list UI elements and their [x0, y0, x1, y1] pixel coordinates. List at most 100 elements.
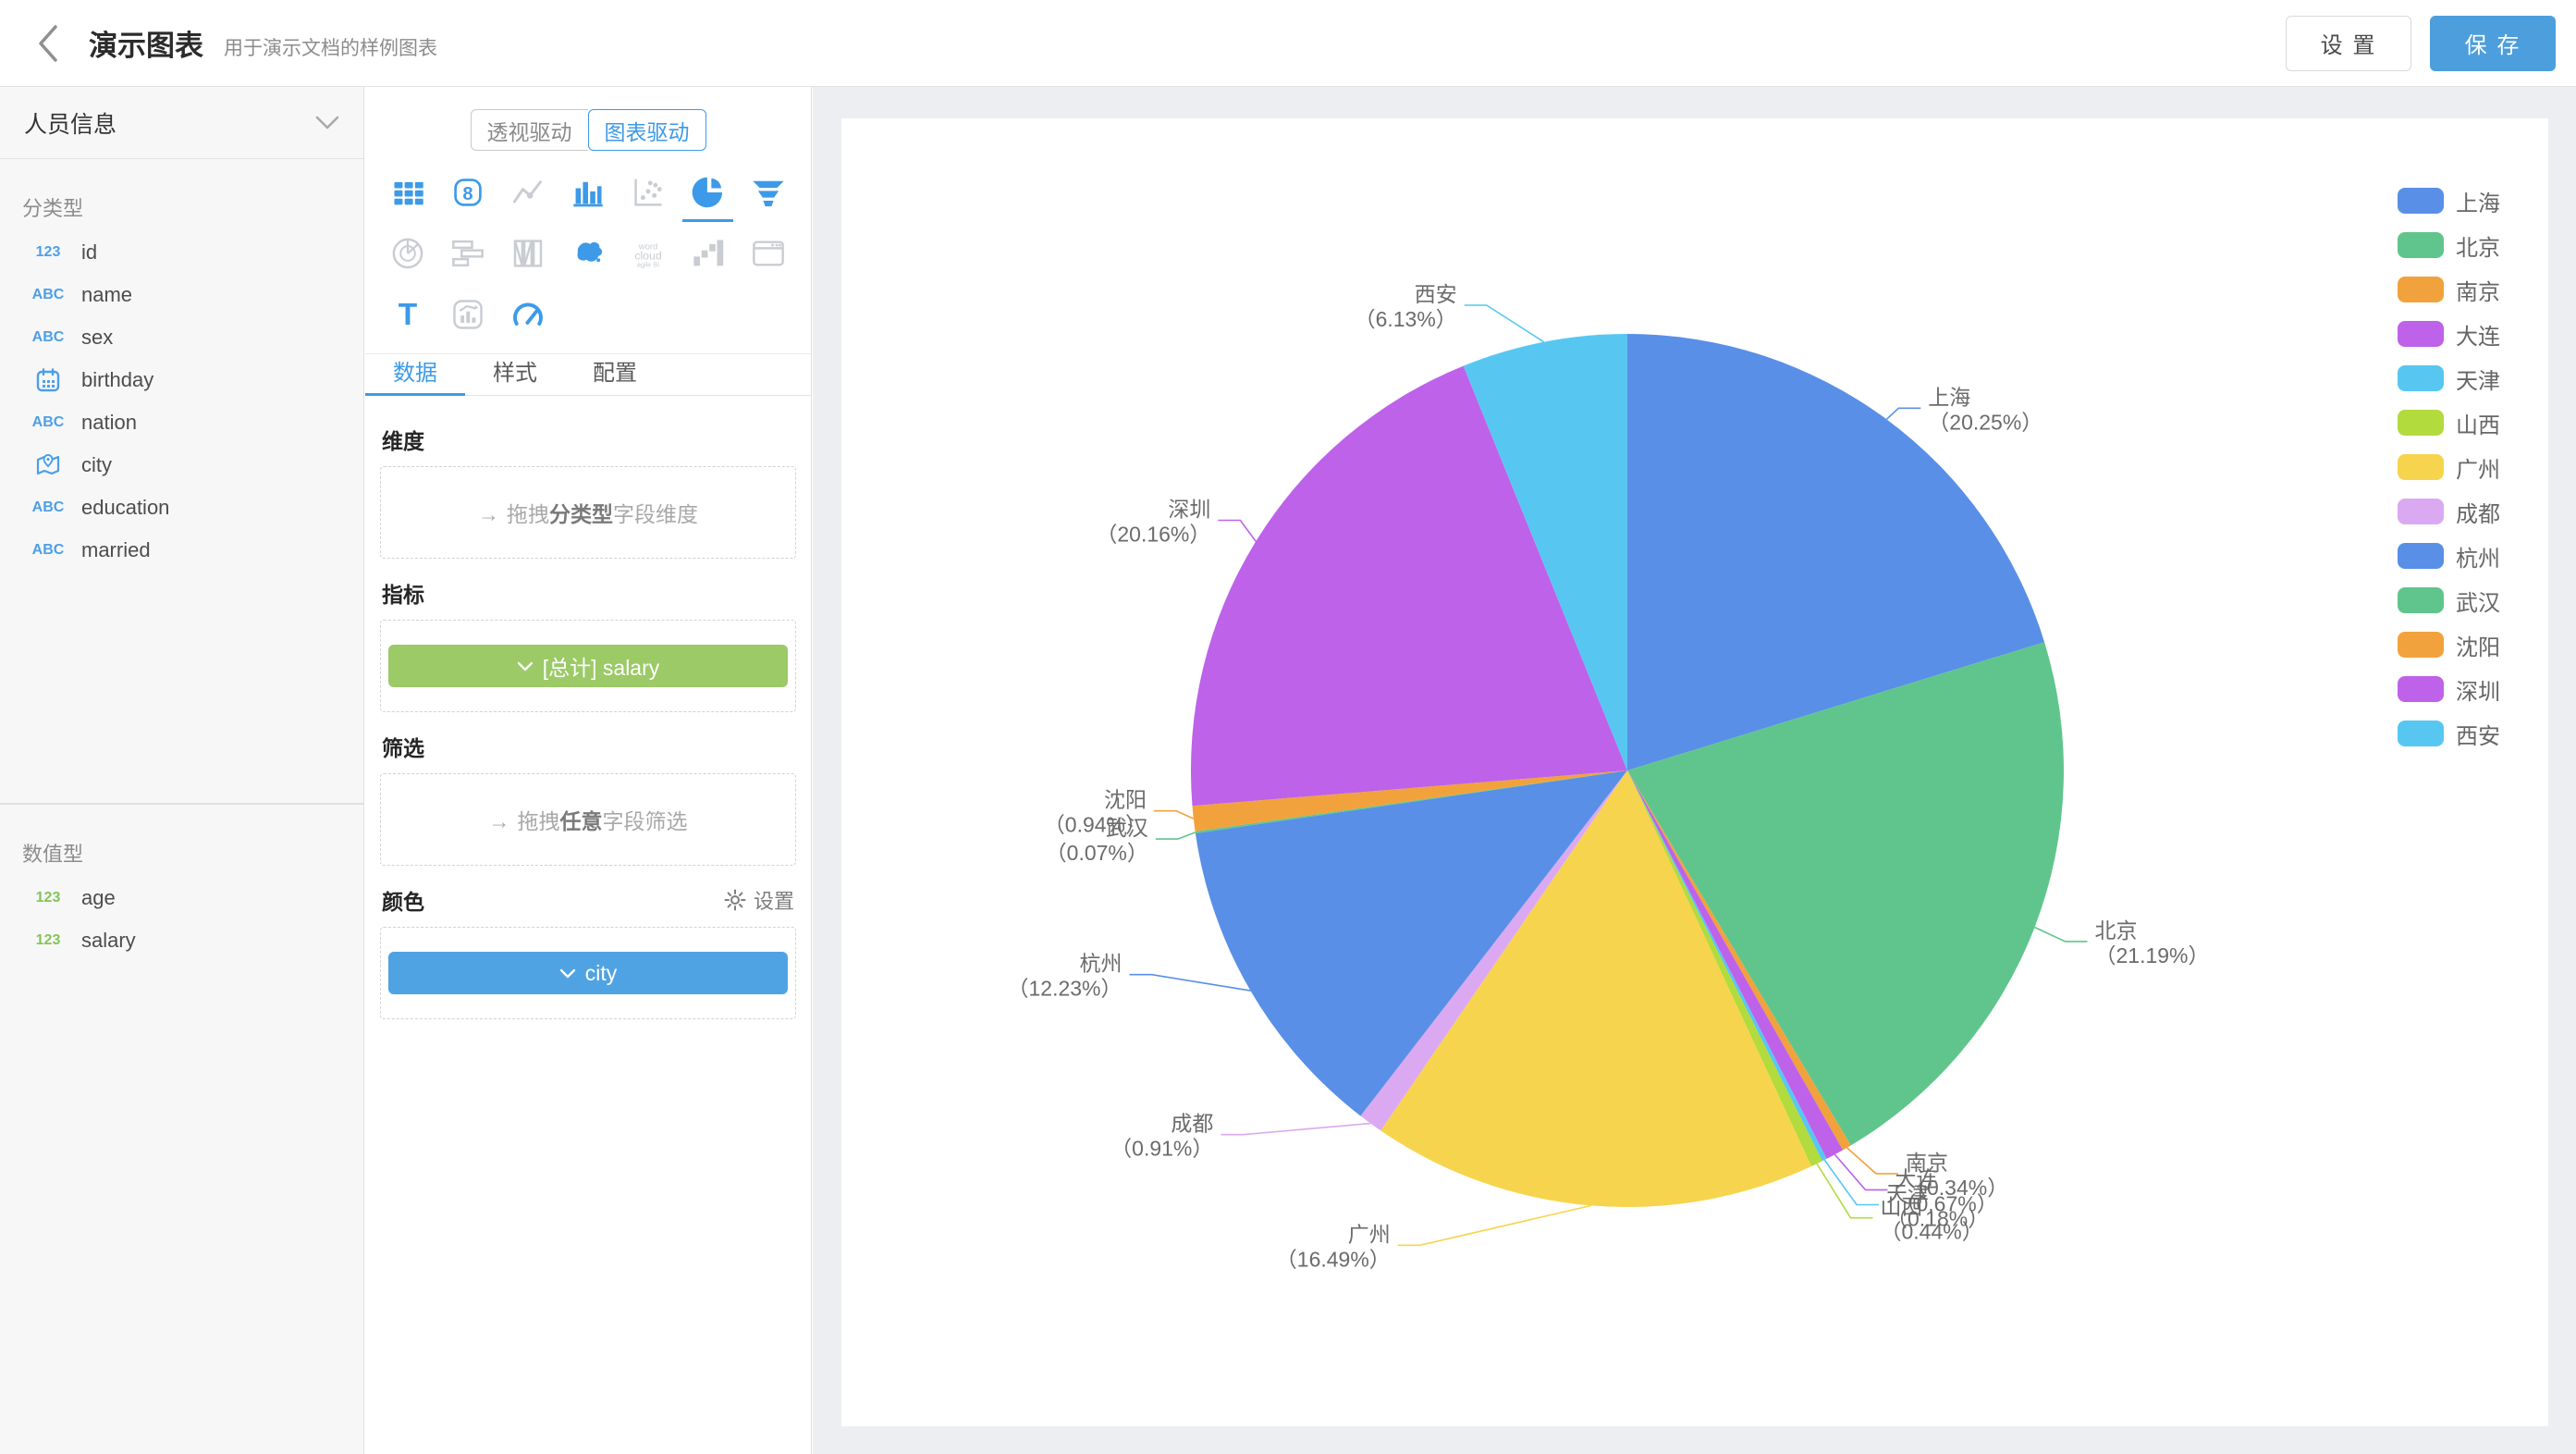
config-tab-样式[interactable]: 样式: [493, 361, 537, 386]
legend-item-上海[interactable]: 上海: [2398, 188, 2500, 216]
svg-text:T: T: [399, 298, 418, 332]
filter-dropzone[interactable]: → 拖拽任意字段筛选: [380, 773, 796, 866]
legend-label: 南京: [2456, 279, 2500, 305]
field-item-nation[interactable]: ABC nation: [0, 401, 363, 444]
pie-label-name-天津: 天津: [1886, 1182, 1929, 1206]
field-item-sex[interactable]: ABC sex: [0, 316, 363, 359]
field-item-married[interactable]: ABC married: [0, 529, 363, 572]
field-item-city[interactable]: city: [0, 444, 363, 487]
legend-label: 上海: [2456, 191, 2500, 216]
chart-type-combo-chart-icon[interactable]: [438, 293, 498, 336]
dataset-title: 人员信息: [24, 111, 117, 138]
pie-slice-沈阳[interactable]: [1192, 770, 1628, 832]
chart-type-slat-chart-icon[interactable]: [498, 232, 558, 275]
chart-type-web-component-icon[interactable]: [738, 232, 798, 275]
pie-slice-南京[interactable]: [1627, 770, 1851, 1151]
legend-item-大连[interactable]: 大连: [2398, 321, 2500, 350]
pie-slice-广州[interactable]: [1380, 770, 1812, 1208]
color-dropzone[interactable]: city: [380, 927, 796, 1019]
text-field-icon: ABC: [31, 542, 65, 558]
legend-swatch: [2398, 232, 2444, 258]
pie-label-percent-深圳: （20.16%）: [1096, 523, 1210, 547]
svg-text:8: 8: [463, 184, 473, 204]
legend-item-沈阳[interactable]: 沈阳: [2398, 632, 2500, 660]
metric-label: 指标: [382, 583, 424, 607]
pie-label-percent-北京: （21.19%）: [2095, 943, 2210, 967]
numeric-field-icon: 123: [35, 244, 61, 260]
filter-hint: → 拖拽任意字段筛选: [488, 809, 688, 833]
pie-label-line-杭州: [1129, 973, 1251, 992]
chart-type-scatter-chart-icon[interactable]: [618, 171, 678, 214]
chart-type-gauge-chart-icon[interactable]: [498, 293, 558, 336]
numeric-field-icon: 123: [35, 932, 61, 948]
pie-slice-深圳[interactable]: [1190, 365, 1627, 807]
config-tab-数据[interactable]: 数据: [365, 354, 465, 396]
field-item-id[interactable]: 123 id: [0, 231, 363, 274]
pie-label-percent-沈阳: （0.94%）: [1044, 813, 1147, 837]
chart-type-bar-chart-icon[interactable]: [558, 171, 619, 214]
chart-type-gantt-chart-icon[interactable]: [438, 232, 498, 275]
pie-slice-山西[interactable]: [1627, 770, 1822, 1166]
color-settings-button[interactable]: 设置: [724, 885, 794, 915]
mode-tab-pivot-driven[interactable]: 透视驱动: [470, 109, 588, 151]
mode-tab-chart-driven[interactable]: 图表驱动: [587, 109, 706, 151]
chart-type-china-map-icon[interactable]: [558, 232, 619, 275]
page-subtitle: 用于演示文档的样例图表: [224, 37, 437, 59]
legend-item-杭州[interactable]: 杭州: [2398, 543, 2500, 572]
legend-item-深圳[interactable]: 深圳: [2398, 676, 2500, 705]
chart-type-text-label-icon[interactable]: T: [378, 293, 438, 336]
pie-chart: 上海（20.25%） 北京（21.19%） 南京（0.34%）大连（0.67%）天津…: [1007, 282, 2210, 1271]
chart-type-grid: 8 word cloud agile BI T: [365, 151, 811, 341]
pie-slice-天津[interactable]: [1627, 770, 1827, 1162]
legend-item-天津[interactable]: 天津: [2398, 365, 2500, 394]
field-name: nation: [81, 411, 137, 434]
pie-slice-杭州[interactable]: [1195, 770, 1627, 1116]
color-pill[interactable]: city: [388, 952, 788, 994]
pie-label-name-上海: 上海: [1928, 385, 1970, 409]
save-button[interactable]: 保 存: [2430, 15, 2556, 71]
pie-label-line-上海: [1885, 407, 1921, 420]
color-label: 颜色: [382, 890, 424, 914]
legend-item-武汉[interactable]: 武汉: [2398, 587, 2500, 616]
metric-dropzone[interactable]: [总计] salary: [380, 620, 796, 712]
field-item-age[interactable]: 123 age: [0, 877, 363, 919]
config-tab-配置[interactable]: 配置: [593, 361, 637, 386]
divider: [365, 341, 811, 354]
settings-button[interactable]: 设 置: [2286, 15, 2411, 71]
legend-item-成都[interactable]: 成都: [2398, 499, 2500, 527]
pie-label-name-成都: 成都: [1171, 1112, 1213, 1136]
page-title: 演示图表: [89, 30, 203, 62]
legend-swatch: [2398, 277, 2444, 302]
dimension-dropzone[interactable]: → 拖拽分类型字段维度: [380, 466, 796, 559]
metric-pill[interactable]: [总计] salary: [388, 645, 788, 687]
chart-type-table-icon[interactable]: [378, 171, 438, 214]
chart-type-pie-chart-icon[interactable]: [678, 171, 738, 222]
legend-item-广州[interactable]: 广州: [2398, 454, 2500, 483]
chart-type-word-cloud-icon[interactable]: word cloud agile BI: [618, 232, 678, 275]
legend-item-北京[interactable]: 北京: [2398, 232, 2500, 261]
pie-slice-上海[interactable]: [1627, 334, 2045, 770]
pie-slice-武汉[interactable]: [1195, 770, 1627, 833]
pie-slice-北京[interactable]: [1627, 642, 2064, 1146]
legend-item-山西[interactable]: 山西: [2398, 410, 2500, 438]
dataset-selector[interactable]: 人员信息: [0, 87, 363, 159]
pie-label-percent-山西: （0.44%）: [1881, 1220, 1983, 1244]
field-item-name[interactable]: ABC name: [0, 274, 363, 316]
chart-type-line-chart-icon[interactable]: [498, 171, 558, 214]
chart-type-waterfall-chart-icon[interactable]: [678, 232, 738, 275]
chart-type-funnel-chart-icon[interactable]: [738, 171, 798, 214]
pie-slice-大连[interactable]: [1627, 770, 1844, 1159]
pie-slice-成都[interactable]: [1360, 770, 1627, 1131]
field-item-salary[interactable]: 123 salary: [0, 919, 363, 962]
legend-item-南京[interactable]: 南京: [2398, 277, 2500, 305]
chart-card: 上海 （20.25%） 北京 （21.19%） 南京 （0.34%） 大连 （0.67%） 天津…: [841, 118, 2548, 1426]
pie-label-line-武汉: [1155, 832, 1196, 840]
gear-icon: [724, 889, 746, 911]
field-item-birthday[interactable]: birthday: [0, 359, 363, 401]
legend-item-西安[interactable]: 西安: [2398, 721, 2500, 749]
pie-slice-西安[interactable]: [1463, 334, 1627, 770]
chart-type-radar-chart-icon[interactable]: [378, 232, 438, 275]
back-button[interactable]: [20, 16, 76, 71]
chart-type-kpi-card-icon[interactable]: 8: [438, 171, 498, 214]
field-item-education[interactable]: ABC education: [0, 487, 363, 529]
